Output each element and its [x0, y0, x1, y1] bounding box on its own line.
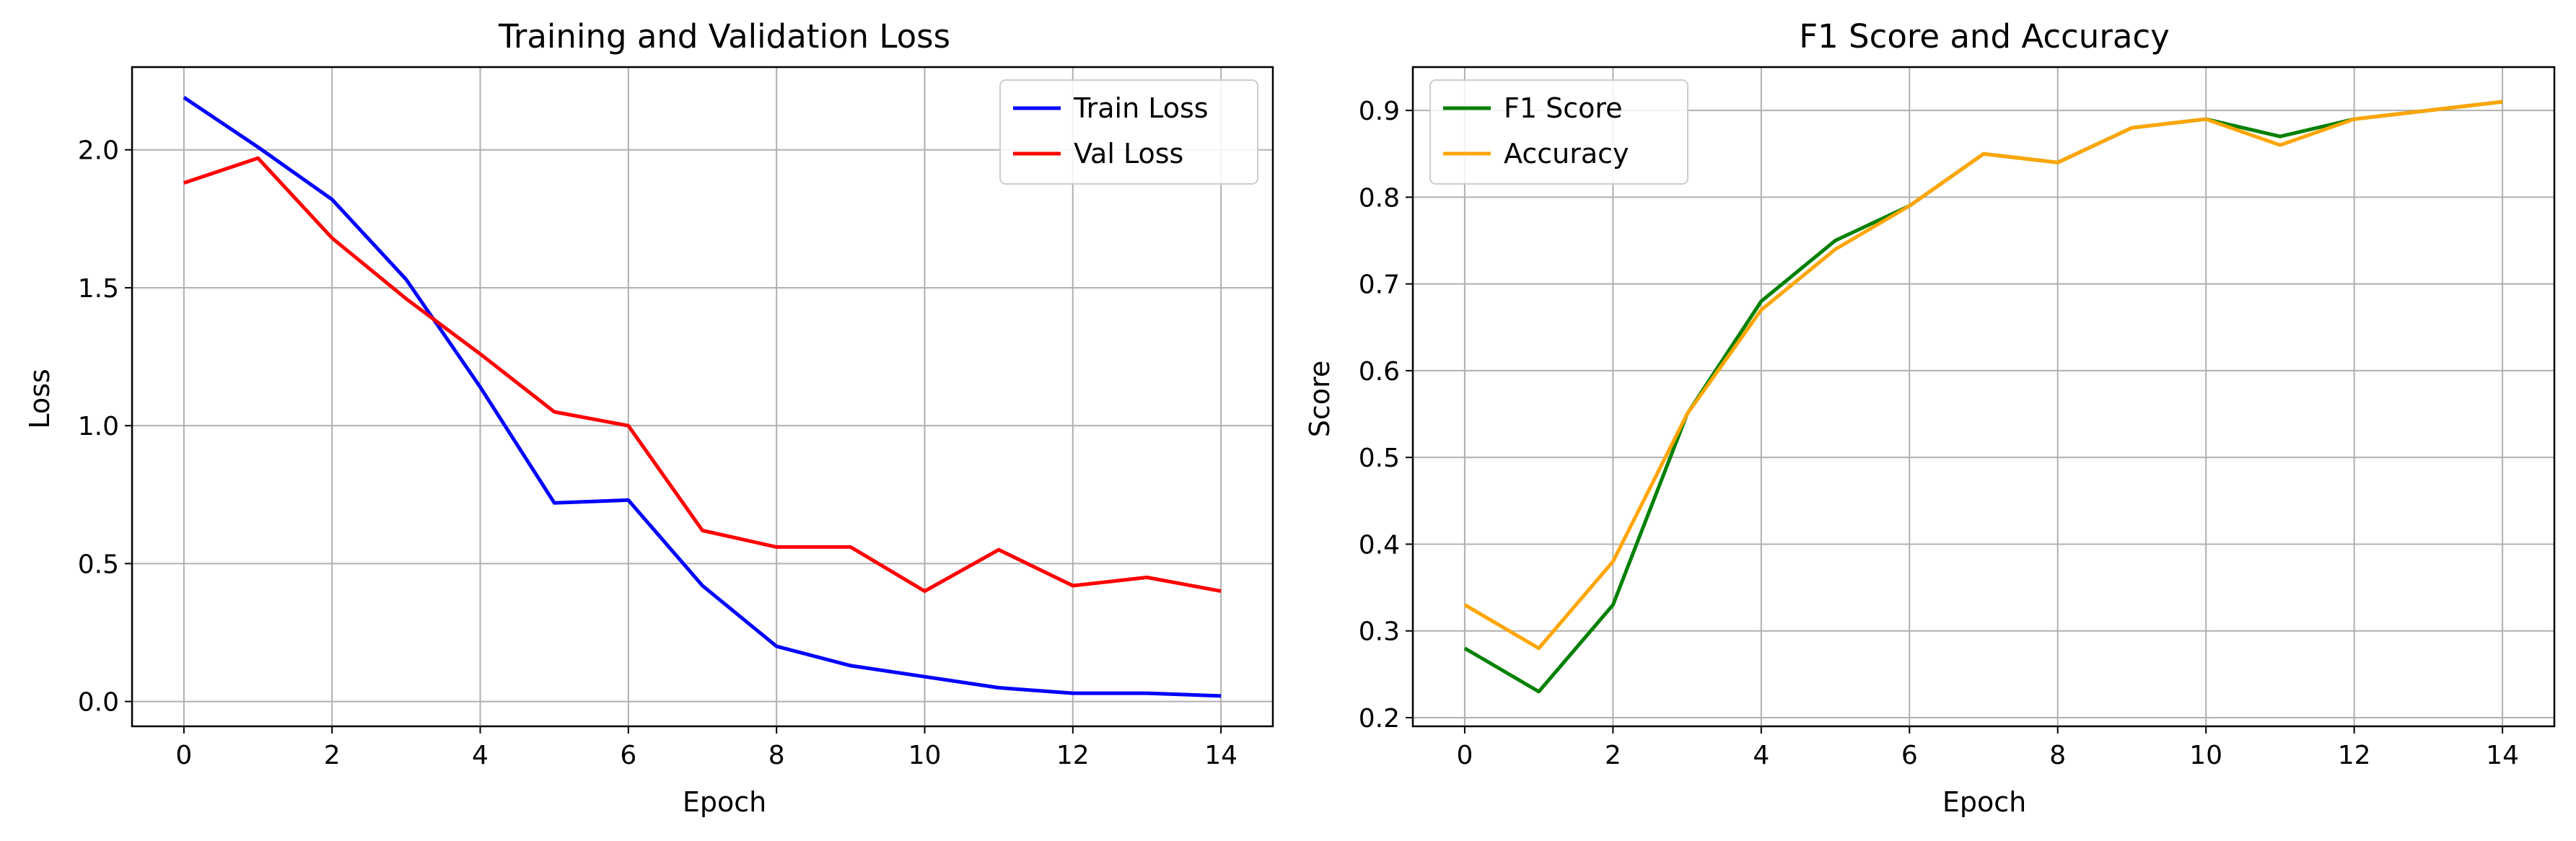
loss-chart-xtick-label: 10: [908, 741, 942, 770]
score-chart-axes-frame: [1411, 66, 2556, 728]
loss-chart-axes-frame: [131, 66, 1274, 728]
score-chart-ylabel: Score: [1304, 361, 1336, 437]
loss-chart-xtick-label: 4: [472, 741, 489, 770]
score-chart-xtick-label: 6: [1901, 741, 1918, 770]
loss-chart-ytick-label: 1.5: [78, 274, 119, 304]
score-chart-legend-box: [1429, 79, 1688, 185]
score-chart-plot-area: 0 2 4 6 8 10 12 14 0.2 0.3 0.4 0.5 0.6 0.7 0.8 0.9 F1 Sc…: [1359, 66, 2556, 770]
score-chart-xtick-label: 12: [2338, 741, 2371, 770]
score-chart-ytick-label: 0.4: [1359, 530, 1400, 560]
loss-chart-xtick-label: 2: [324, 741, 341, 770]
loss-chart-xlabel: Epoch: [683, 786, 766, 818]
loss-chart-legend-label: Train Loss: [1073, 92, 1209, 124]
loss-chart-ytick-label: 2.0: [78, 136, 119, 166]
score-chart-title: F1 Score and Accuracy: [1799, 17, 2170, 56]
score-chart-legend: F1 Score Accuracy: [1429, 79, 1688, 185]
loss-chart-xtick-label: 12: [1056, 741, 1090, 770]
loss-chart-xtick-label: 6: [620, 741, 636, 770]
score-chart-legend-label: F1 Score: [1504, 92, 1623, 124]
score-chart-xtick-label: 4: [1753, 741, 1769, 770]
score-chart-xtick-label: 8: [2049, 741, 2066, 770]
score-chart-ytick-label: 0.2: [1359, 704, 1400, 734]
loss-chart-plot-area: 0 2 4 6 8 10 12 14 0.0 0.5 1.0 1.5 2.0 Train Loss Val …: [78, 66, 1274, 770]
loss-chart-series-line-2: [183, 156, 1222, 594]
loss-chart-title: Training and Validation Loss: [498, 17, 950, 56]
loss-chart-legend: Train Loss Val Loss: [999, 79, 1258, 185]
loss-chart-legend-label: Val Loss: [1074, 138, 1183, 169]
loss-chart-legend-box: [999, 79, 1258, 185]
score-chart-xtick-label: 10: [2189, 741, 2222, 770]
loss-chart-xtick-label: 14: [1204, 741, 1237, 770]
score-chart-series-line-2: [1463, 100, 2503, 651]
score-chart-xlabel: Epoch: [1942, 786, 2026, 818]
loss-chart-ytick-label: 1.0: [78, 412, 119, 441]
score-chart-xtick-label: 14: [2486, 741, 2519, 770]
loss-chart-ylabel: Loss: [24, 369, 56, 428]
loss-chart-series-line-1: [183, 96, 1222, 698]
loss-chart-xtick-label: 0: [175, 741, 192, 770]
loss-chart-xtick-label: 8: [768, 741, 785, 770]
loss-chart-ytick-label: 0.0: [78, 688, 119, 718]
score-chart-ytick-label: 0.5: [1359, 444, 1400, 473]
score-chart: F1 Score and Accuracy Epoch Score 0 2 4 6 8 1…: [1304, 17, 2556, 818]
score-chart-ytick-label: 0.8: [1359, 183, 1400, 213]
score-chart-legend-label: Accuracy: [1504, 138, 1629, 169]
score-chart-xtick-label: 2: [1605, 741, 1621, 770]
score-chart-ytick-label: 0.3: [1359, 617, 1400, 647]
loss-chart-ytick-label: 0.5: [78, 550, 119, 579]
score-chart-xtick-label: 0: [1456, 741, 1473, 770]
loss-chart: Training and Validation Loss Epoch Loss …: [24, 17, 1274, 818]
score-chart-ytick-label: 0.6: [1359, 357, 1400, 387]
score-chart-ytick-label: 0.9: [1359, 97, 1400, 126]
score-chart-ytick-label: 0.7: [1359, 270, 1400, 300]
